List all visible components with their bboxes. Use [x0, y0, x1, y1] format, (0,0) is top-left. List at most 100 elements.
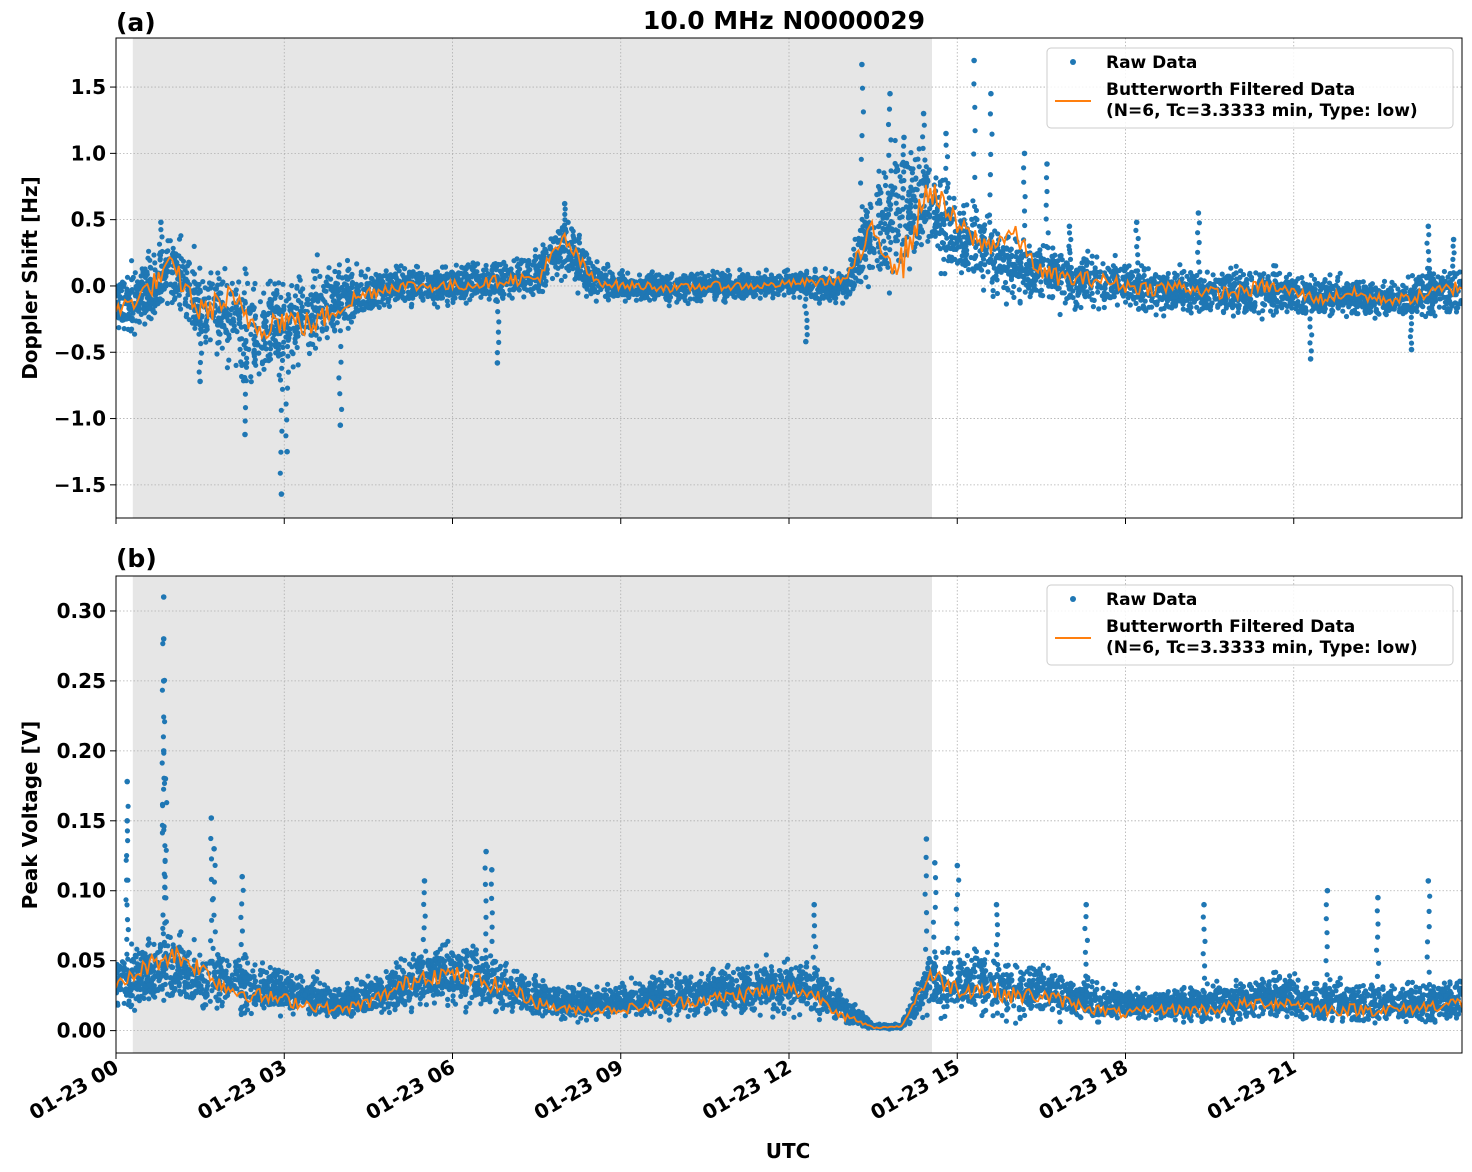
raw-point — [380, 296, 386, 302]
raw-point — [453, 262, 459, 268]
raw-point — [879, 261, 885, 267]
raw-point — [958, 270, 965, 276]
raw-point — [1008, 246, 1014, 252]
raw-point — [332, 268, 338, 275]
raw-point — [1089, 297, 1095, 303]
raw-point — [1254, 292, 1260, 298]
raw-point — [946, 208, 952, 214]
raw-point — [393, 263, 399, 269]
raw-point — [1236, 280, 1243, 286]
raw-point — [179, 273, 185, 279]
raw-point — [1171, 299, 1177, 305]
raw-point — [981, 287, 987, 293]
raw-point — [1145, 266, 1151, 272]
raw-point — [261, 290, 267, 296]
raw-point — [1363, 310, 1369, 316]
raw-point — [361, 306, 367, 313]
raw-point — [509, 295, 515, 301]
raw-point — [1295, 276, 1301, 282]
raw-point — [1405, 274, 1411, 280]
raw-point — [1161, 313, 1167, 319]
raw-point — [1089, 253, 1095, 259]
raw-point — [186, 260, 192, 266]
raw-point — [550, 260, 557, 266]
raw-point — [1419, 311, 1425, 318]
raw-point — [442, 264, 448, 270]
raw-point — [459, 281, 466, 287]
raw-point — [943, 247, 949, 253]
raw-point — [1228, 265, 1234, 271]
raw-point — [1265, 275, 1271, 281]
raw-point — [907, 266, 913, 272]
raw-point — [616, 276, 622, 282]
raw-point — [155, 301, 161, 307]
raw-point — [366, 295, 372, 301]
raw-point — [191, 243, 197, 249]
raw-point — [283, 298, 289, 304]
raw-point — [941, 221, 947, 228]
raw-point — [1238, 268, 1244, 274]
raw-point — [368, 275, 374, 281]
raw-point — [942, 271, 948, 277]
raw-point — [927, 212, 933, 218]
raw-point — [178, 306, 184, 312]
raw-point — [208, 270, 214, 276]
raw-point — [908, 197, 914, 203]
raw-point — [770, 295, 776, 301]
raw-point — [974, 217, 980, 223]
raw-point — [250, 286, 257, 292]
raw-point — [336, 305, 342, 311]
raw-point — [1194, 272, 1200, 279]
raw-point — [852, 236, 858, 242]
raw-point — [203, 334, 209, 340]
raw-point — [1061, 263, 1067, 269]
raw-point — [1289, 305, 1295, 311]
raw-point — [385, 296, 391, 302]
raw-point — [1400, 304, 1407, 310]
raw-point — [319, 328, 325, 334]
raw-point — [905, 209, 912, 215]
raw-point — [139, 279, 145, 285]
raw-point — [267, 278, 273, 284]
raw-point — [310, 284, 316, 290]
raw-point — [1165, 270, 1171, 277]
raw-point — [314, 252, 320, 258]
raw-point — [1335, 274, 1341, 280]
raw-point — [876, 168, 882, 174]
raw-point — [980, 256, 987, 262]
raw-point — [933, 215, 940, 221]
raw-point — [1287, 271, 1293, 277]
raw-point — [455, 272, 461, 278]
raw-point — [1004, 245, 1010, 251]
raw-point — [964, 247, 970, 253]
raw-point — [553, 264, 559, 270]
raw-point — [1041, 257, 1047, 263]
raw-point — [236, 308, 242, 314]
raw-point — [1128, 292, 1134, 298]
raw-point — [470, 260, 476, 266]
raw-point — [248, 374, 254, 380]
raw-point — [882, 256, 889, 262]
raw-point — [239, 362, 245, 368]
raw-point — [964, 202, 970, 208]
raw-point — [887, 206, 894, 212]
raw-point — [899, 214, 905, 220]
raw-point — [902, 223, 909, 229]
raw-point — [462, 292, 468, 298]
raw-point — [695, 278, 701, 284]
raw-point — [737, 275, 744, 281]
raw-point — [963, 253, 969, 259]
raw-point — [1314, 305, 1320, 311]
raw-point — [229, 305, 235, 312]
raw-point — [1172, 270, 1178, 276]
raw-point — [605, 297, 612, 303]
raw-point — [333, 280, 339, 286]
raw-point — [791, 286, 797, 292]
raw-point — [836, 285, 842, 291]
raw-point — [444, 298, 450, 304]
raw-point — [353, 281, 359, 287]
raw-point — [1138, 297, 1144, 303]
raw-point — [145, 255, 151, 261]
raw-point — [989, 279, 995, 285]
raw-point — [1008, 276, 1015, 283]
